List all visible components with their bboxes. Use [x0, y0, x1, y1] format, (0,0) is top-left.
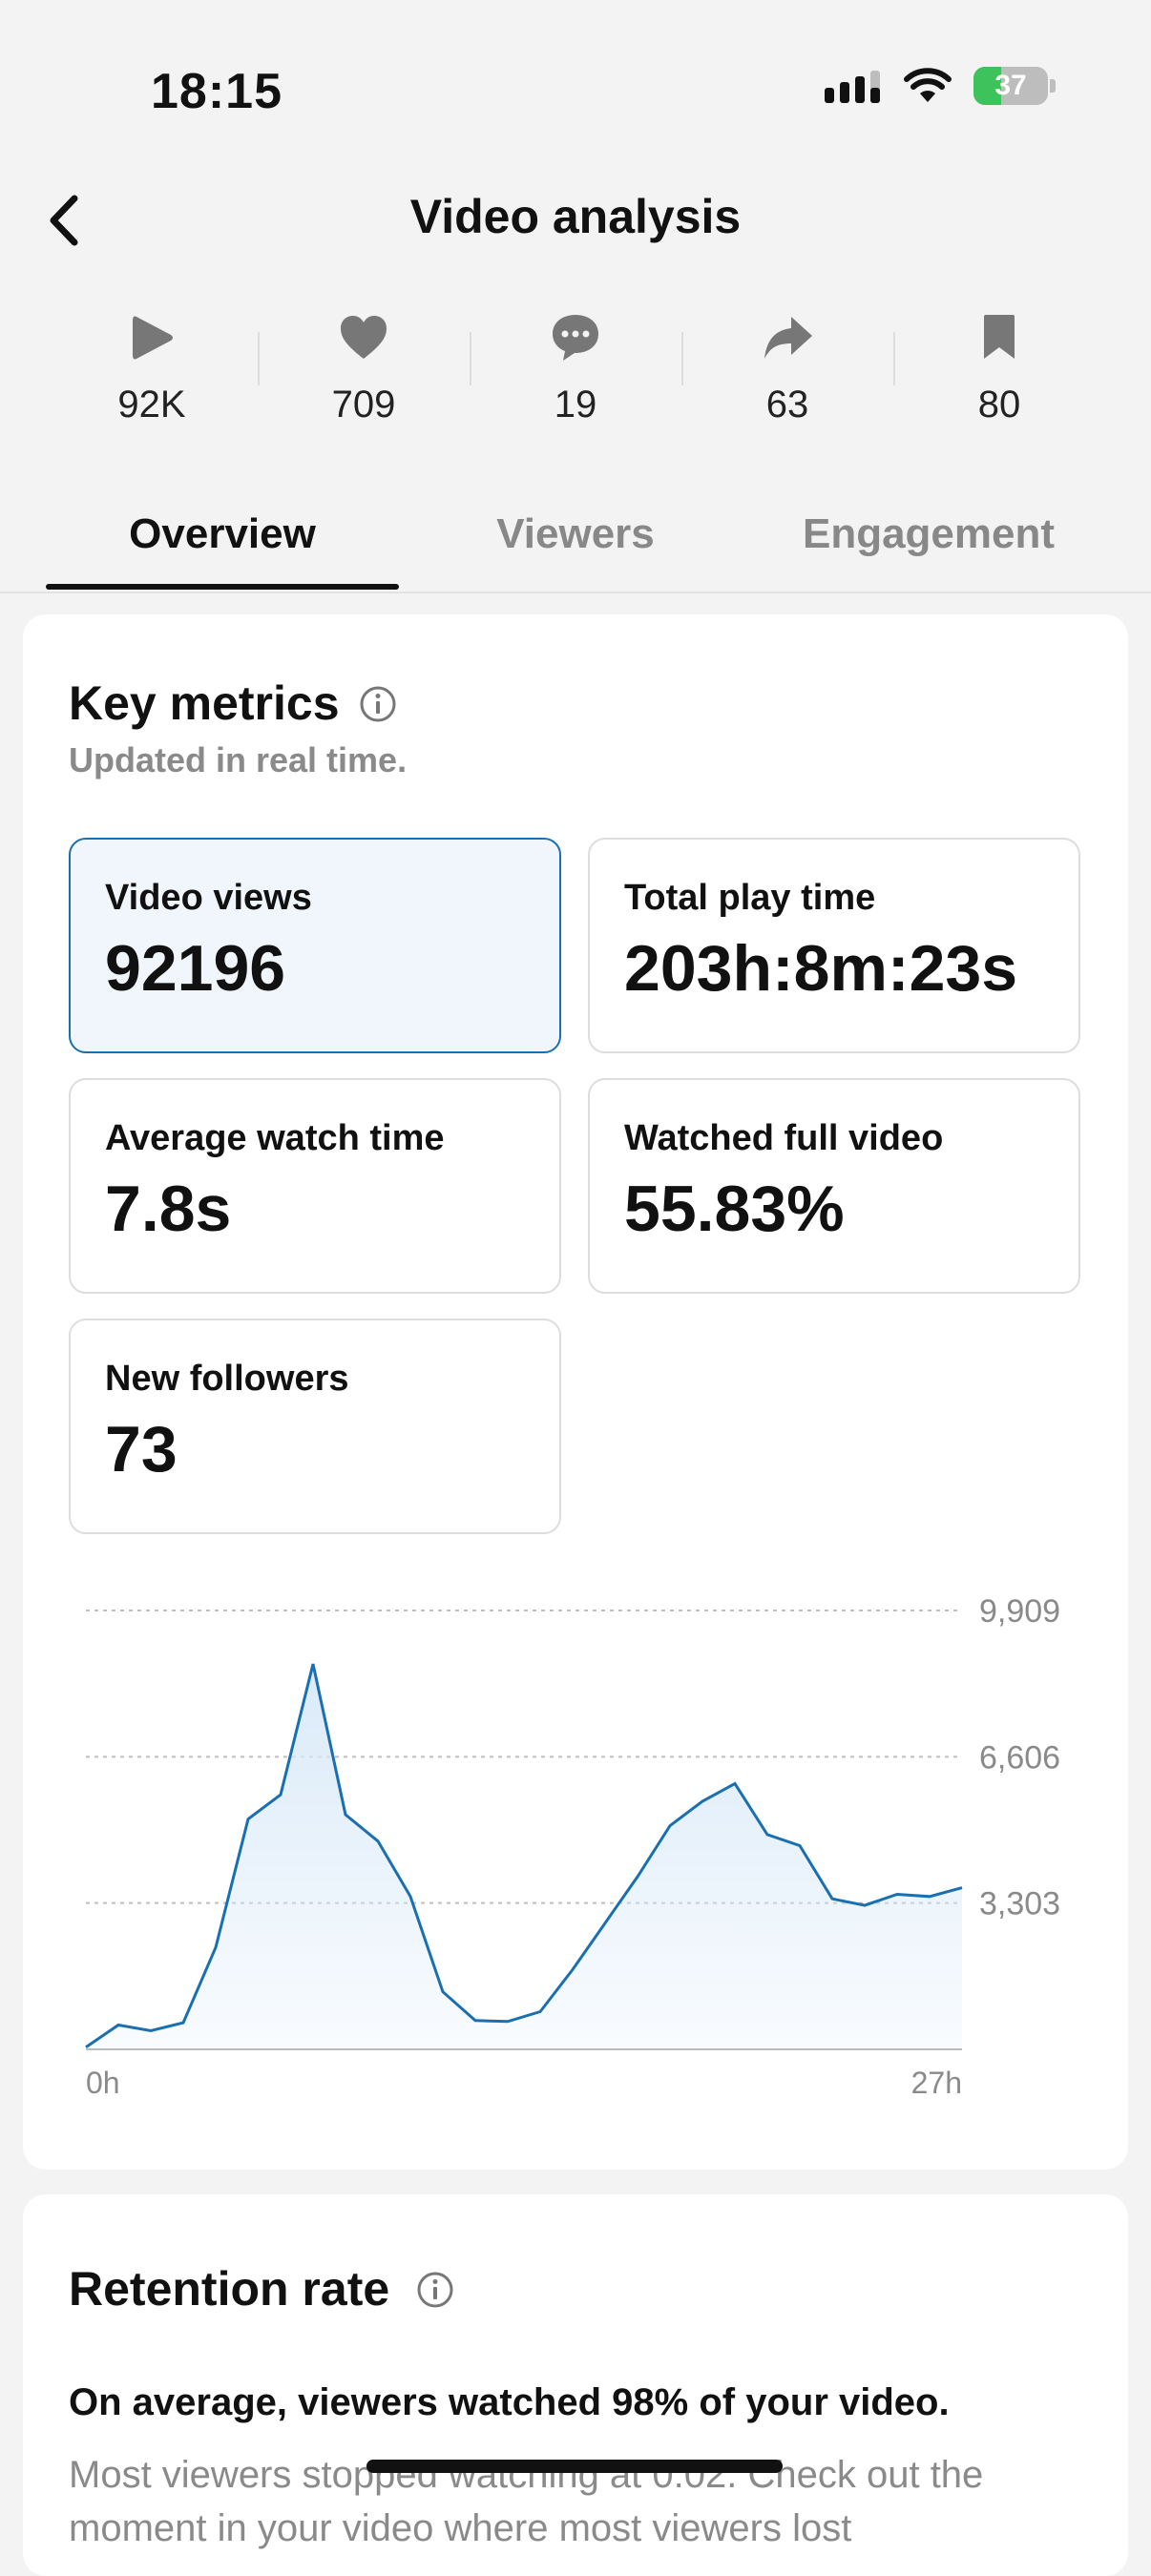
metric-label: New followers — [105, 1359, 349, 1399]
info-icon[interactable] — [359, 685, 397, 723]
tab-viewers[interactable]: Viewers — [496, 510, 655, 557]
metric-video-views[interactable]: Video views 92196 — [69, 838, 561, 1053]
header: Video analysis — [0, 172, 1151, 267]
play-icon — [133, 316, 173, 360]
battery-level: 37 — [994, 70, 1027, 101]
heart-icon — [341, 316, 387, 359]
stat-saves[interactable]: 80 — [893, 303, 1105, 447]
video-stats-row: 92K 709 19 63 80 — [46, 303, 1105, 447]
retention-title: Retention rate — [69, 2262, 390, 2316]
metric-value: 92196 — [105, 932, 286, 1005]
metric-new-followers[interactable]: New followers 73 — [69, 1319, 561, 1534]
back-button[interactable] — [34, 187, 101, 254]
stat-shares-value: 63 — [765, 384, 809, 426]
metric-watched-full-video[interactable]: Watched full video 55.83% — [588, 1078, 1080, 1294]
y-tick-label: 6,606 — [979, 1739, 1060, 1776]
chart-line — [85, 1663, 963, 2048]
metric-label: Video views — [105, 878, 312, 918]
chart-grid — [86, 1610, 962, 1904]
metric-label: Average watch time — [105, 1118, 445, 1158]
bookmark-icon — [984, 315, 1015, 359]
metric-label: Total play time — [624, 878, 876, 918]
status-icons: 37 — [825, 67, 1056, 105]
metric-value: 7.8s — [105, 1173, 232, 1245]
stat-saves-value: 80 — [977, 384, 1021, 426]
metric-total-play-time[interactable]: Total play time 203h:8m:23s — [588, 838, 1080, 1053]
metric-value: 73 — [105, 1413, 178, 1485]
status-bar: 18:15 37 — [0, 0, 1151, 181]
retention-card: Retention rate On average, viewers watch… — [23, 2194, 1128, 2576]
info-icon[interactable] — [416, 2271, 454, 2309]
metric-value: 203h:8m:23s — [624, 932, 1018, 1005]
metric-value: 55.83% — [624, 1173, 845, 1245]
metric-average-watch-time[interactable]: Average watch time 7.8s — [69, 1078, 561, 1294]
key-metrics-card: Key metrics Updated in real time. Video … — [23, 614, 1128, 2170]
wifi-icon — [904, 68, 952, 102]
key-metrics-subtitle: Updated in real time. — [69, 740, 408, 779]
stat-comments[interactable]: 19 — [470, 303, 681, 447]
comment-icon — [553, 315, 598, 361]
retention-summary: On average, viewers watched 98% of your … — [69, 2381, 950, 2423]
stat-shares[interactable]: 63 — [681, 303, 893, 447]
y-tick-label: 9,909 — [979, 1593, 1060, 1630]
stat-views[interactable]: 92K — [46, 303, 258, 447]
metric-label: Watched full video — [624, 1118, 944, 1158]
chevron-left-icon — [50, 195, 78, 246]
battery-icon: 37 — [973, 67, 1056, 105]
chart-y-ticks: 3,303 6,606 9,909 — [979, 1593, 1060, 1922]
stat-likes[interactable]: 709 — [258, 303, 470, 447]
stat-comments-value: 19 — [554, 384, 597, 426]
home-indicator — [366, 2460, 783, 2473]
tab-overview[interactable]: Overview — [129, 510, 316, 557]
stat-likes-value: 709 — [331, 384, 396, 426]
tab-engagement[interactable]: Engagement — [802, 510, 1056, 557]
share-icon — [764, 317, 812, 359]
views-chart[interactable]: 3,303 6,606 9,909 0h 27h — [23, 614, 1128, 2170]
key-metrics-title: Key metrics — [69, 676, 340, 730]
y-tick-label: 3,303 — [979, 1886, 1060, 1922]
x-tick-label: 0h — [86, 2066, 120, 2100]
active-tab-indicator — [46, 584, 399, 590]
signal-icon — [825, 71, 880, 103]
chart-x-ticks: 0h 27h — [86, 2066, 962, 2100]
x-tick-label: 27h — [911, 2066, 962, 2100]
page-title: Video analysis — [409, 190, 742, 243]
tab-bar: Overview Viewers Engagement — [0, 496, 1151, 593]
chart-area — [86, 1664, 962, 2049]
status-time: 18:15 — [151, 64, 283, 119]
stat-views-value: 92K — [117, 384, 186, 426]
